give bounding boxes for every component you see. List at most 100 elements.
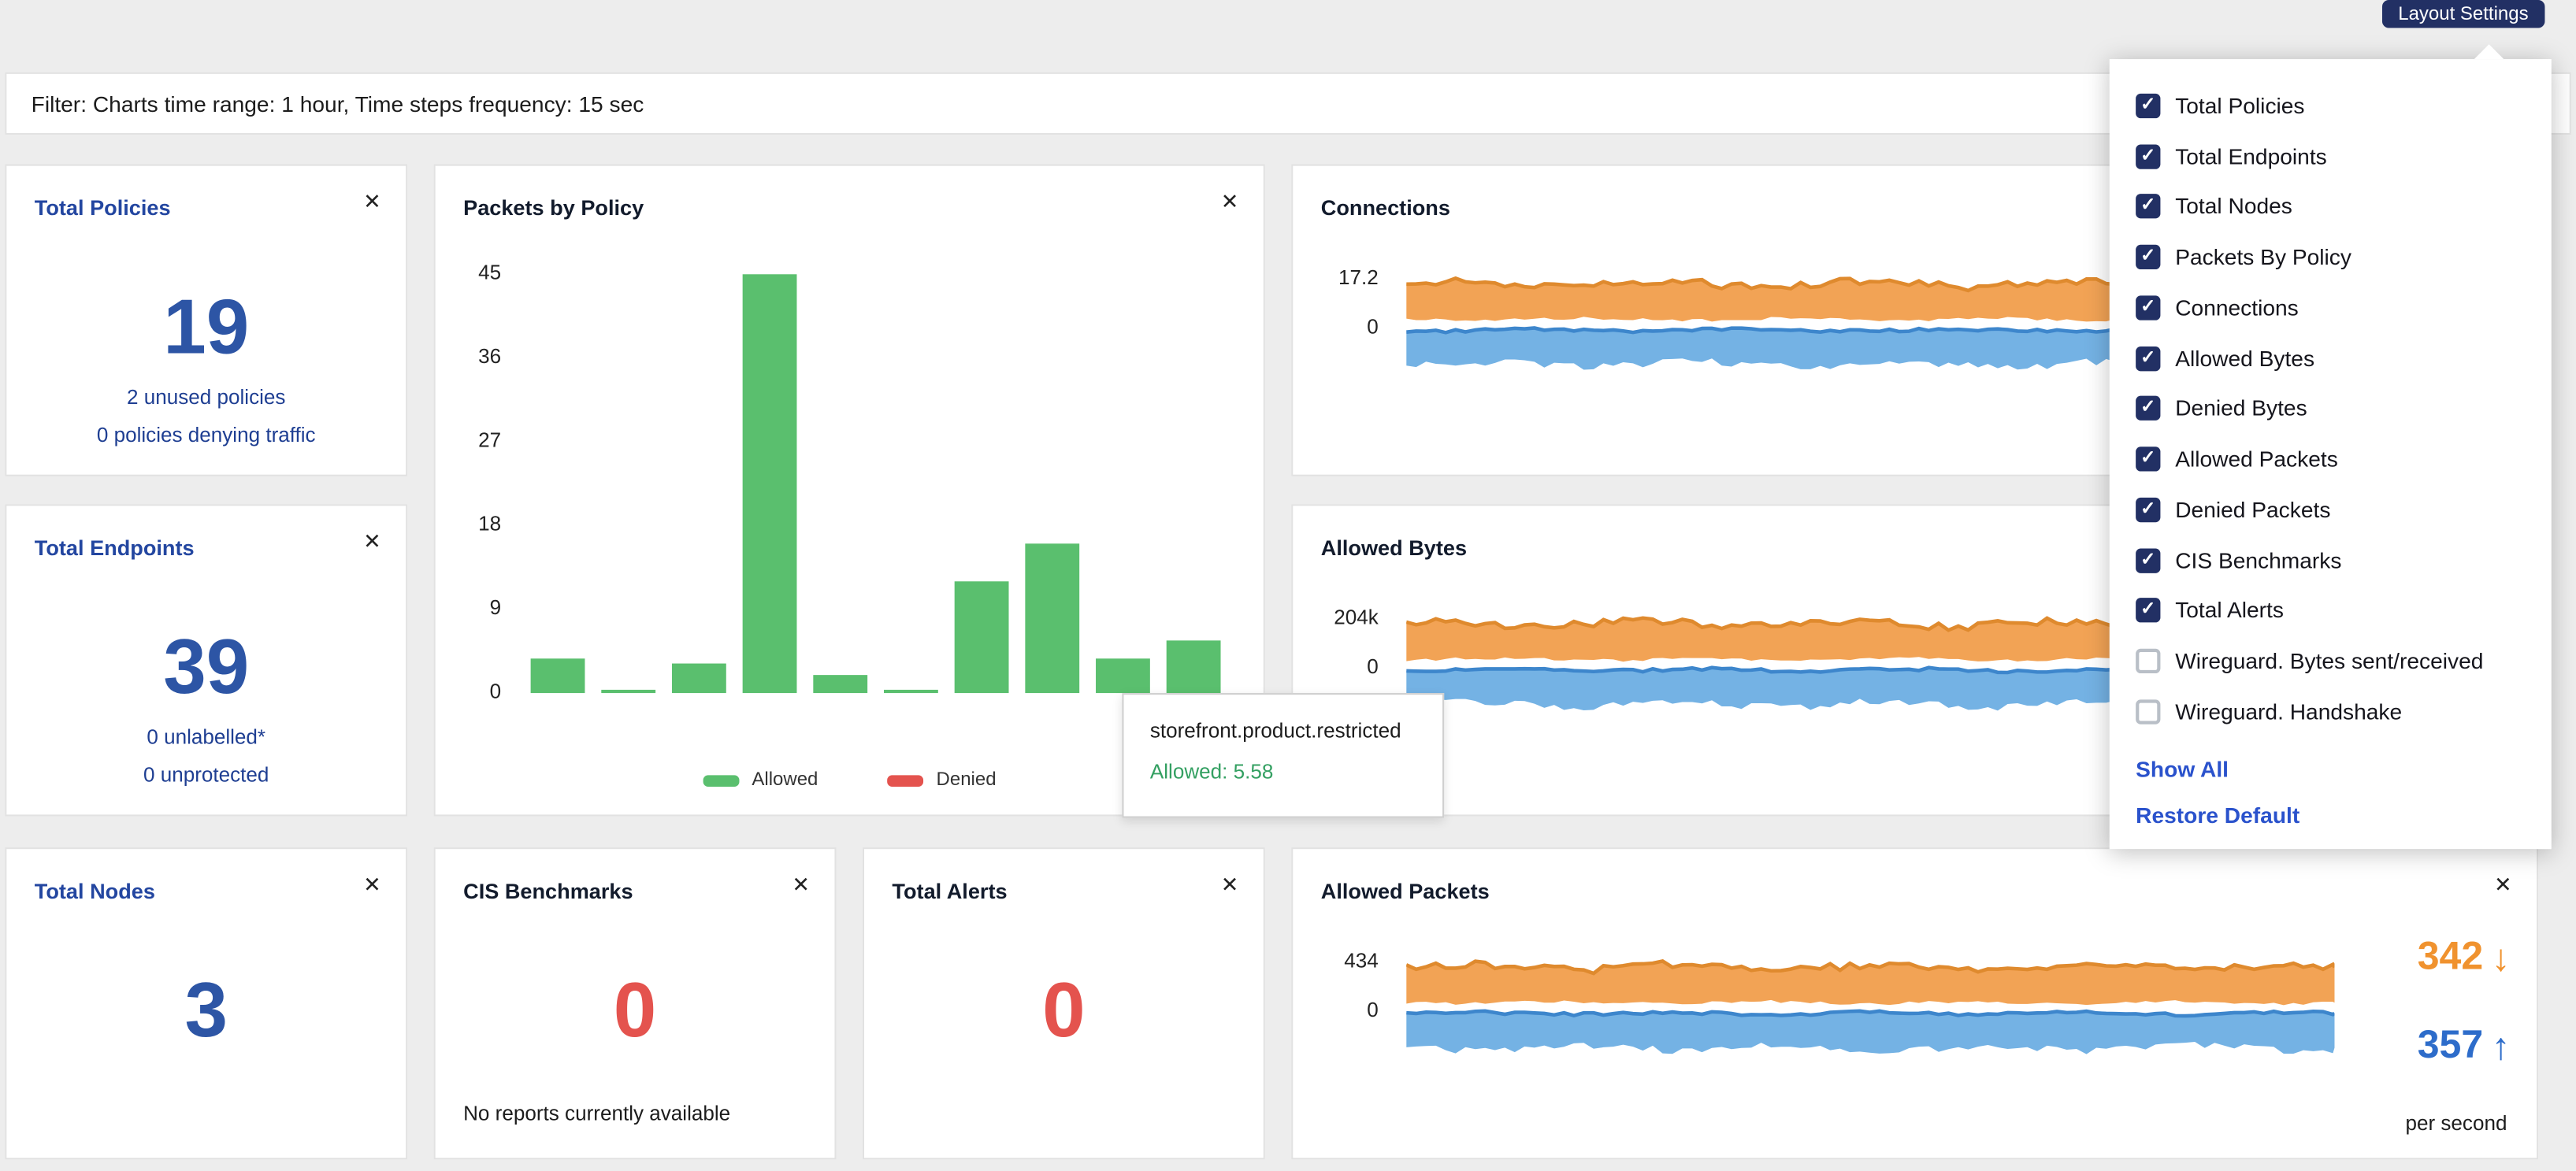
close-icon[interactable]: ✕ bbox=[792, 872, 811, 897]
allowed-bar[interactable] bbox=[742, 274, 797, 694]
allowed-bar[interactable] bbox=[671, 663, 726, 694]
layout-menu-item-label: Total Nodes bbox=[2175, 194, 2292, 220]
checkbox-checked[interactable]: ✓ bbox=[2136, 93, 2161, 118]
close-icon[interactable]: ✕ bbox=[2493, 872, 2512, 897]
card-title: Allowed Bytes bbox=[1320, 535, 1468, 561]
cis-benchmarks-card: CIS Benchmarks ✕ 0 No reports currently … bbox=[433, 847, 837, 1160]
y-axis-tick: 27 bbox=[478, 428, 502, 452]
denying-policies-line: 0 policies denying traffic bbox=[96, 424, 316, 447]
allowed-bar[interactable] bbox=[601, 689, 656, 694]
allowed-bar[interactable] bbox=[530, 658, 585, 694]
legend-label: Allowed bbox=[752, 770, 818, 791]
cis-benchmarks-value: 0 bbox=[613, 965, 657, 1053]
checkbox-checked[interactable]: ✓ bbox=[2136, 547, 2161, 573]
layout-menu-item[interactable]: ✓ Denied Bytes bbox=[2110, 384, 2552, 434]
y-axis-zero-label: 0 bbox=[1367, 315, 1379, 339]
chart-legend: Allowed Denied bbox=[436, 770, 1264, 790]
checkbox-unchecked[interactable] bbox=[2136, 699, 2161, 724]
y-axis-max-label: 204k bbox=[1334, 606, 1379, 629]
y-axis-zero-label: 0 bbox=[1367, 655, 1379, 679]
packets-by-policy-bar-chart bbox=[530, 274, 1227, 694]
layout-menu-item-label: CIS Benchmarks bbox=[2175, 547, 2342, 573]
layout-menu-item-label: Allowed Packets bbox=[2175, 447, 2338, 472]
unprotected-line: 0 unprotected bbox=[143, 763, 269, 787]
layout-menu-item[interactable]: Wireguard. Bytes sent/received bbox=[2110, 636, 2552, 687]
checkbox-checked[interactable]: ✓ bbox=[2136, 598, 2161, 624]
legend-item: Allowed bbox=[702, 770, 818, 791]
unused-policies-line: 2 unused policies bbox=[126, 386, 286, 409]
y-axis-tick: 9 bbox=[489, 596, 502, 620]
close-icon[interactable]: ✕ bbox=[363, 188, 381, 214]
layout-menu-item-label: Wireguard. Bytes sent/received bbox=[2175, 649, 2484, 674]
allowed-bar[interactable] bbox=[1166, 641, 1221, 694]
total-endpoints-value: 39 bbox=[163, 622, 250, 710]
checkbox-unchecked[interactable] bbox=[2136, 649, 2161, 674]
layout-settings-menu: ✓ Total Policies ✓ Total Endpoints ✓ Total No… bbox=[2109, 44, 2552, 850]
layout-menu-item[interactable]: ✓ Total Nodes bbox=[2110, 181, 2552, 232]
layout-menu-item[interactable]: Wireguard. Handshake bbox=[2110, 687, 2552, 737]
layout-menu-item[interactable]: ✓ Total Alerts bbox=[2110, 585, 2552, 636]
allowed-bar[interactable] bbox=[813, 674, 868, 694]
card-title: Allowed Packets bbox=[1320, 878, 1490, 904]
menu-caret bbox=[2474, 44, 2504, 60]
checkbox-checked[interactable]: ✓ bbox=[2136, 346, 2161, 371]
y-axis-tick: 18 bbox=[478, 512, 502, 535]
total-policies-value: 19 bbox=[163, 282, 250, 370]
layout-menu-item-label: Denied Bytes bbox=[2175, 396, 2307, 421]
arrow-down-icon: ↓ bbox=[2491, 935, 2511, 978]
close-icon[interactable]: ✕ bbox=[363, 872, 381, 897]
checkbox-checked[interactable]: ✓ bbox=[2136, 194, 2161, 220]
packets-out-value: 342 bbox=[2417, 934, 2484, 979]
close-icon[interactable]: ✕ bbox=[363, 528, 381, 554]
allowed-bar[interactable] bbox=[1096, 658, 1150, 694]
layout-menu-item-label: Denied Packets bbox=[2175, 497, 2331, 522]
layout-menu-item[interactable]: ✓ CIS Benchmarks bbox=[2110, 535, 2552, 585]
total-policies-card: Total Policies ✕ 19 2 unused policies 0 … bbox=[5, 164, 408, 476]
card-title: Packets by Policy bbox=[463, 195, 644, 220]
layout-menu-item[interactable]: ✓ Connections bbox=[2110, 283, 2552, 333]
chart-tooltip: storefront.product.restricted Allowed: 5… bbox=[1122, 693, 1445, 818]
total-nodes-card: Total Nodes ✕ 3 bbox=[5, 847, 408, 1160]
card-title: Total Policies bbox=[34, 195, 171, 220]
unlabelled-line: 0 unlabelled* bbox=[147, 725, 266, 749]
layout-menu-item-label: Wireguard. Handshake bbox=[2175, 699, 2403, 724]
packets-out-stat: 342 ↓ bbox=[2418, 935, 2511, 980]
legend-swatch bbox=[886, 774, 923, 786]
card-title: Total Nodes bbox=[34, 878, 155, 904]
total-endpoints-card: Total Endpoints ✕ 39 0 unlabelled* 0 unp… bbox=[5, 504, 408, 817]
layout-menu-item[interactable]: ✓ Total Endpoints bbox=[2110, 131, 2552, 181]
layout-menu-item[interactable]: ✓ Total Policies bbox=[2110, 80, 2552, 131]
layout-menu-item-label: Packets By Policy bbox=[2175, 245, 2351, 270]
checkbox-checked[interactable]: ✓ bbox=[2136, 295, 2161, 321]
y-axis-zero-label: 0 bbox=[1367, 998, 1379, 1022]
layout-menu-item[interactable]: ✓ Packets By Policy bbox=[2110, 232, 2552, 283]
card-title: Total Endpoints bbox=[34, 535, 195, 561]
checkbox-checked[interactable]: ✓ bbox=[2136, 447, 2161, 472]
total-alerts-card: Total Alerts ✕ 0 bbox=[862, 847, 1265, 1160]
close-icon[interactable]: ✕ bbox=[1220, 872, 1239, 897]
per-second-label: per second bbox=[2405, 1111, 2507, 1136]
layout-settings-button[interactable]: Layout Settings bbox=[2381, 0, 2545, 28]
layout-menu-item-label: Total Endpoints bbox=[2175, 143, 2327, 169]
checkbox-checked[interactable]: ✓ bbox=[2136, 245, 2161, 270]
packets-in-stat: 357 ↑ bbox=[2418, 1023, 2511, 1069]
checkbox-checked[interactable]: ✓ bbox=[2136, 143, 2161, 169]
card-title: CIS Benchmarks bbox=[463, 878, 633, 904]
layout-menu-item[interactable]: ✓ Denied Packets bbox=[2110, 484, 2552, 535]
checkbox-checked[interactable]: ✓ bbox=[2136, 497, 2161, 522]
cis-note: No reports currently available bbox=[463, 1102, 731, 1125]
allowed-bar[interactable] bbox=[1025, 544, 1080, 694]
layout-menu-item[interactable]: ✓ Allowed Bytes bbox=[2110, 333, 2552, 384]
close-icon[interactable]: ✕ bbox=[1220, 188, 1239, 214]
show-all-link[interactable]: Show All bbox=[2136, 757, 2229, 783]
allowed-bar[interactable] bbox=[954, 581, 1009, 694]
allowed-bar[interactable] bbox=[883, 689, 938, 694]
checkbox-checked[interactable]: ✓ bbox=[2136, 396, 2161, 421]
layout-menu-items: ✓ Total Policies ✓ Total Endpoints ✓ Total No… bbox=[2110, 80, 2552, 737]
layout-menu-item[interactable]: ✓ Allowed Packets bbox=[2110, 434, 2552, 484]
legend-swatch bbox=[702, 774, 739, 786]
layout-menu-item-label: Total Alerts bbox=[2175, 598, 2284, 624]
allowed-packets-area-chart bbox=[1406, 958, 2335, 1054]
restore-default-link[interactable]: Restore Default bbox=[2136, 803, 2300, 828]
